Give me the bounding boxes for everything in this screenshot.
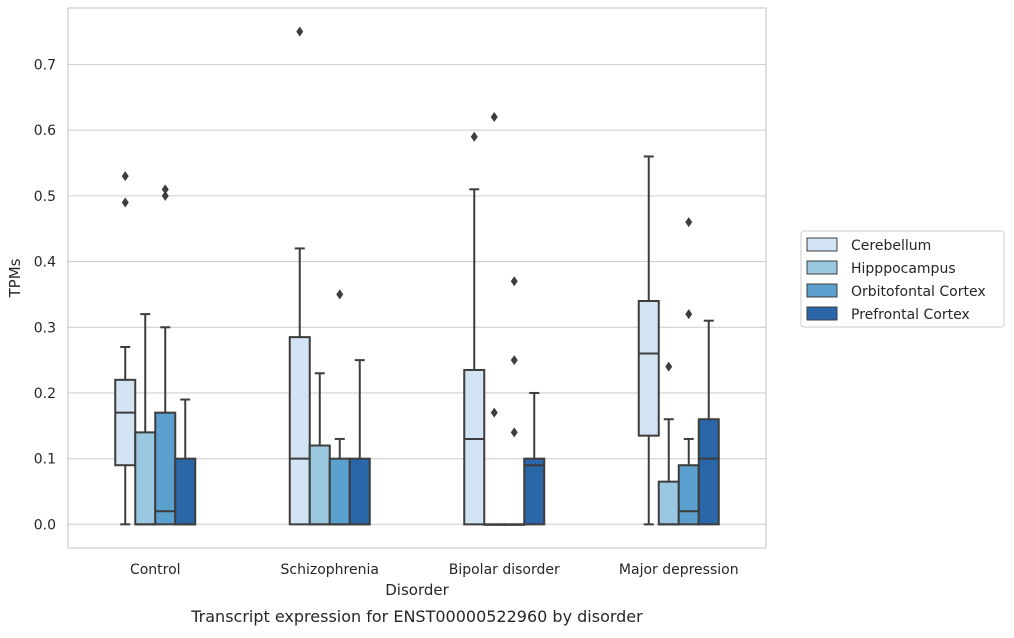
box-body [677,464,700,526]
box-body [523,457,546,526]
box-3-0 [637,155,660,526]
box-body [637,299,660,437]
box-body [328,457,351,526]
box-body [697,418,720,526]
outlier-point [121,171,129,182]
box-1-0 [288,26,311,526]
x-tick-label: Schizophrenia [281,562,379,578]
box-3-2 [677,217,700,526]
box-body [463,368,486,526]
box-body [114,378,137,467]
box-1-2 [328,289,351,526]
outlier-point [336,289,344,300]
legend-frame [800,230,1005,328]
x-axis-ticks: Control Schizophrenia Bipolar disorder Majo… [130,562,739,578]
y-axis-ticks: 0.0 0.1 0.2 0.3 0.4 0.5 0.6 0.7 [34,57,56,533]
outlier-point [510,355,518,366]
box-2-3 [523,391,546,526]
legend-label: Hipppocampus [851,261,956,277]
legend-swatch [806,260,838,275]
y-tick-label: 0.7 [34,57,56,73]
outlier-point [161,190,169,201]
outlier-point [296,26,304,37]
plot-area-frame [67,7,767,549]
legend-label: Cerebellum [851,238,931,254]
x-tick-label: Major depression [619,562,739,578]
box-2-0 [463,131,486,526]
box-body [288,336,311,526]
box-body [657,480,680,526]
y-tick-label: 0.4 [34,255,56,271]
y-tick-label: 0.1 [34,452,56,468]
y-tick-label: 0.5 [34,189,56,205]
box-body [134,431,157,526]
box-body [308,444,331,526]
y-tick-label: 0.0 [34,517,56,533]
box-0-1 [134,313,157,526]
outlier-point [685,217,693,228]
outlier-point [510,276,518,287]
y-tick-label: 0.3 [34,320,56,336]
outlier-point [685,309,693,320]
box-0-0 [114,171,137,526]
x-tick-label: Bipolar disorder [449,562,560,578]
box-1-1 [308,372,331,526]
legend-label: Orbitofontal Cortex [851,284,986,300]
outlier-point [510,427,518,438]
box-3-3 [697,319,720,526]
y-tick-label: 0.6 [34,123,56,139]
legend: Cerebellum Hipppocampus Orbitofontal Corte… [800,230,1005,328]
legend-swatch [806,237,838,252]
box-0-3 [174,398,197,526]
box-body [348,457,371,526]
legend-swatch [806,306,838,321]
figure-caption: Transcript expression for ENST0000052296… [190,607,643,626]
outlier-point [665,361,673,372]
outlier-point [161,184,169,195]
box-body [174,457,197,526]
y-axis-title: TPMs [6,258,24,298]
x-axis-title: Disorder [385,581,449,599]
outlier-point [470,131,478,142]
outlier-point [121,197,129,208]
x-tick-label: Control [130,562,181,578]
outlier-point [490,112,498,123]
legend-swatch [806,283,838,298]
box-3-1 [657,361,680,526]
y-tick-label: 0.2 [34,386,56,402]
box-body [154,411,177,526]
outlier-point [490,407,498,418]
box-1-3 [348,359,371,526]
boxes [114,26,720,526]
legend-label: Prefrontal Cortex [851,307,970,323]
